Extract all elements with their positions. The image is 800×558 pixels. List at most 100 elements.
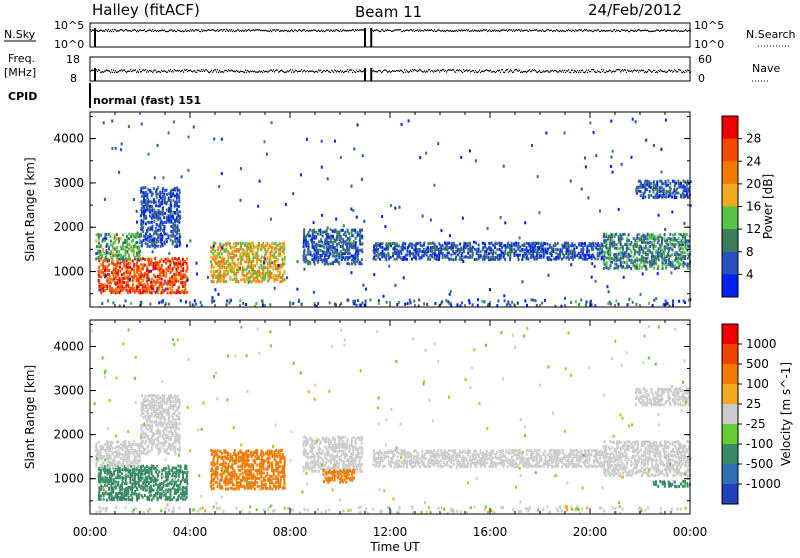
data-cell: [153, 187, 155, 190]
data-cell: [336, 230, 338, 233]
data-cell: [611, 261, 613, 264]
data-cell: [475, 248, 477, 251]
data-cell: [404, 246, 406, 249]
data-cell: [320, 244, 322, 247]
data-cell: [606, 261, 608, 264]
data-cell: [402, 242, 404, 245]
data-cell: [356, 216, 358, 219]
data-cell: [548, 256, 550, 259]
data-cell: [644, 182, 646, 185]
data-cell: [517, 302, 519, 305]
data-cell: [242, 302, 244, 305]
data-cell: [110, 240, 112, 243]
data-cell: [584, 242, 586, 245]
data-cell: [375, 258, 377, 261]
nsky-point: [189, 31, 190, 32]
data-cell: [264, 257, 266, 260]
data-cell: [615, 263, 617, 266]
nsky-point: [270, 30, 271, 31]
data-cell: [112, 252, 114, 255]
freq-point: [463, 69, 464, 70]
data-cell: [507, 300, 509, 303]
data-cell: [107, 258, 109, 261]
data-cell: [187, 279, 189, 282]
data-cell: [643, 233, 645, 236]
data-cell: [196, 262, 198, 265]
nsky-point: [512, 31, 513, 32]
data-cell: [611, 233, 613, 236]
data-cell: [324, 230, 326, 233]
data-cell: [348, 232, 350, 235]
data-cell: [630, 267, 632, 270]
freq-point: [664, 71, 665, 72]
freq-tick-top: 18: [66, 53, 80, 66]
data-cell: [186, 291, 188, 294]
data-cell: [221, 279, 223, 282]
data-cell: [663, 182, 665, 185]
data-cell: [351, 229, 353, 232]
data-cell: [171, 289, 173, 292]
data-cell: [628, 259, 630, 262]
data-cell: [163, 221, 165, 224]
data-cell: [219, 264, 221, 267]
freq-point: [322, 71, 323, 72]
data-cell: [580, 254, 582, 257]
data-cell: [648, 194, 650, 197]
data-cell: [171, 275, 173, 278]
data-cell: [538, 242, 540, 245]
data-cell: [152, 285, 154, 288]
data-cell: [658, 214, 660, 217]
freq-point: [549, 72, 550, 73]
data-cell: [452, 250, 454, 253]
data-cell: [263, 246, 265, 249]
freq-label: Freq.: [8, 52, 35, 65]
data-cell: [663, 253, 665, 256]
freq-point: [462, 72, 463, 73]
data-cell: [665, 184, 667, 187]
nsky-point: [528, 31, 529, 32]
nsky-point: [551, 30, 552, 31]
data-cell: [233, 278, 235, 281]
data-cell: [398, 250, 400, 253]
data-cell: [638, 189, 640, 192]
data-cell: [576, 246, 578, 249]
data-cell: [307, 260, 309, 263]
data-cell: [166, 193, 168, 196]
data-cell: [417, 248, 419, 251]
data-cell: [603, 233, 605, 236]
data-cell: [180, 270, 182, 273]
data-cell: [99, 288, 101, 291]
data-cell: [635, 303, 637, 306]
data-cell: [671, 196, 673, 199]
data-cell: [318, 244, 320, 247]
data-cell: [226, 299, 228, 302]
freq-point: [558, 71, 559, 72]
data-cell: [309, 261, 311, 264]
data-cell: [128, 253, 130, 256]
data-cell: [478, 248, 480, 251]
data-cell: [160, 282, 162, 285]
data-cell: [153, 489, 155, 492]
data-cell: [117, 269, 119, 272]
freq-point: [683, 71, 684, 72]
data-cell: [144, 235, 146, 238]
data-cell: [237, 258, 239, 261]
data-cell: [659, 234, 661, 237]
data-cell: [669, 233, 671, 236]
data-cell: [566, 250, 568, 253]
nsky-point: [321, 30, 322, 31]
data-cell: [169, 279, 171, 282]
freq-point: [187, 71, 188, 72]
data-cell: [475, 242, 477, 245]
nsky-point: [384, 31, 385, 32]
data-cell: [469, 254, 471, 257]
data-cell: [649, 241, 651, 244]
data-cell: [229, 262, 231, 265]
data-cell: [187, 169, 189, 172]
data-cell: [157, 144, 159, 147]
data-cell: [678, 192, 680, 195]
data-cell: [139, 289, 141, 292]
data-cell: [148, 278, 150, 281]
data-cell: [647, 253, 649, 256]
data-region: [210, 242, 286, 284]
